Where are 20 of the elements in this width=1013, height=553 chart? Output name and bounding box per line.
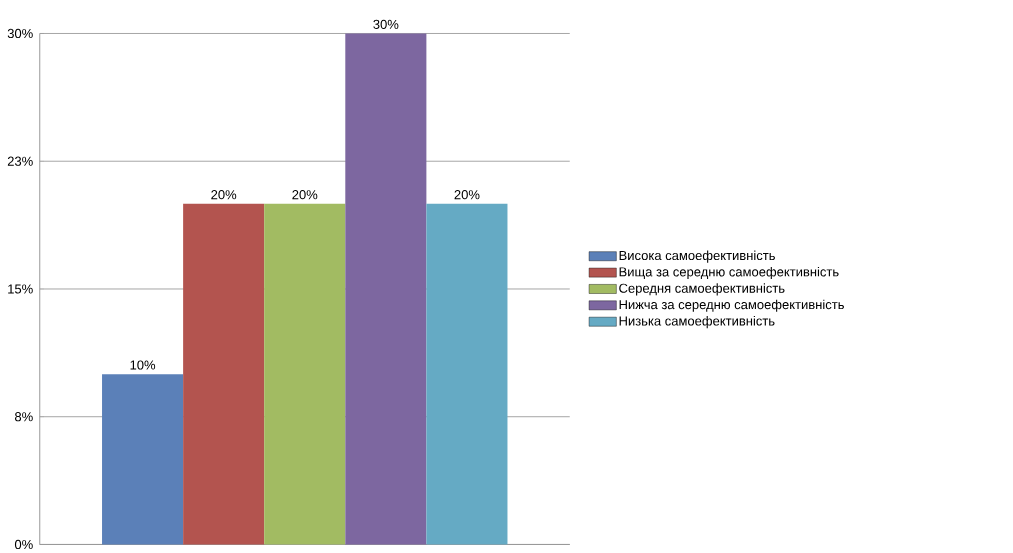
data-label: 20% <box>292 190 318 200</box>
bar <box>183 203 265 545</box>
legend-label: Вища за середню самоефективність <box>619 266 839 280</box>
y-tick-label: 15% <box>8 284 33 294</box>
data-label: 20% <box>211 190 237 200</box>
data-label: 30% <box>373 19 399 29</box>
bar <box>102 374 184 545</box>
data-label: 20% <box>454 190 480 200</box>
legend-label: Висока самоефективність <box>619 250 775 263</box>
data-label: 10% <box>130 360 156 370</box>
y-tick-label: 0% <box>14 539 33 550</box>
legend-label: Нижча за середню самоефективність <box>619 299 844 312</box>
bar <box>345 33 427 545</box>
legend-label: Середня самоефективність <box>619 283 785 296</box>
bar <box>264 203 346 545</box>
y-tick-label: 23% <box>7 156 33 166</box>
y-tick-label: 8% <box>15 412 33 422</box>
legend-label: Низька самоефективність <box>619 316 775 329</box>
y-tick-label: 30% <box>7 28 33 39</box>
bar <box>426 203 508 545</box>
